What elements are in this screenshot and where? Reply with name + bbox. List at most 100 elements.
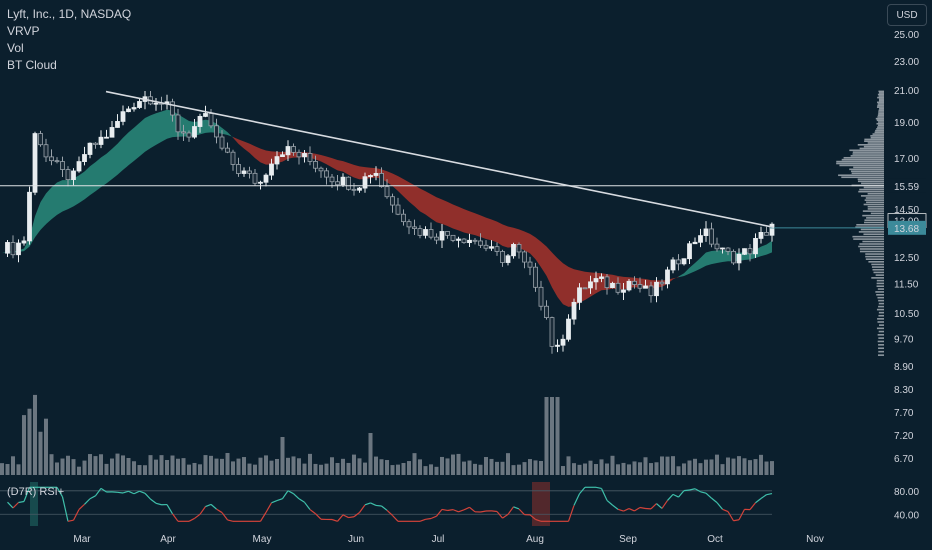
cloud-segment [84, 166, 90, 200]
rsi-highlight-bull [30, 482, 38, 526]
candle-body [417, 228, 423, 236]
profile-bar [864, 199, 884, 201]
indicator-vol[interactable]: Vol [7, 41, 24, 55]
volume-bar [599, 459, 604, 475]
volume-bar [627, 464, 631, 475]
profile-bar [870, 212, 884, 215]
candle-body [637, 284, 643, 289]
rsi-line-segment [573, 493, 581, 506]
volume-bar [27, 408, 32, 475]
candle-body [390, 196, 395, 206]
volume-bar [753, 459, 758, 475]
candle-body [604, 276, 610, 289]
candle-body [681, 258, 687, 265]
candle-body [373, 173, 379, 176]
cloud-segment [112, 143, 118, 180]
profile-bar [877, 101, 884, 104]
candle-body [764, 232, 769, 236]
y-tick-label: 21.00 [894, 86, 919, 97]
rsi-line-segment [166, 504, 174, 515]
cloud-segment [354, 164, 360, 180]
profile-bar [851, 172, 884, 175]
candle-body [665, 269, 670, 285]
symbol-title[interactable]: Lyft, Inc., 1D, NASDAQ [7, 7, 132, 21]
profile-bar [866, 217, 884, 219]
volume-bars [0, 394, 774, 475]
candle-body [115, 121, 120, 128]
candle-body [340, 176, 346, 186]
profile-bar [878, 90, 884, 93]
profile-bar [865, 197, 884, 199]
profile-bar [876, 285, 884, 288]
candle-body [43, 144, 49, 158]
candle-body [472, 239, 478, 242]
volume-bar [55, 462, 59, 475]
volume-bar [236, 458, 241, 475]
candle-body [291, 146, 296, 153]
cloud-segment [458, 206, 464, 233]
candle-body [280, 154, 285, 158]
candle-body [533, 266, 538, 288]
volume-bar [0, 463, 4, 475]
rsi-line-segment [155, 502, 162, 506]
rsi-line-segment [337, 514, 344, 522]
currency-button[interactable]: USD [887, 4, 927, 26]
candle-body [560, 338, 566, 346]
candle-body [588, 281, 593, 289]
volume-bar [385, 460, 389, 475]
volume-bar [511, 465, 516, 475]
rsi-line-segment [304, 501, 311, 510]
profile-bar [865, 258, 884, 260]
profile-bar [871, 263, 884, 266]
chart-legend: Lyft, Inc., 1D, NASDAQ VRVP Vol BT Cloud [7, 6, 131, 74]
y-tick-label: 11.50 [894, 280, 919, 291]
volume-bar [203, 455, 208, 475]
x-tick-label: Jun [348, 534, 364, 545]
volume-bar [748, 460, 752, 475]
rsi-line-segment [600, 488, 608, 501]
cloud-segment [464, 209, 470, 234]
profile-bar [841, 176, 884, 179]
candle-body [478, 240, 483, 246]
profile-bar [876, 308, 884, 311]
volume-bar [418, 459, 422, 475]
candle-body [208, 113, 214, 127]
rsi-line-segment [144, 492, 151, 500]
rsi-line-segment [518, 508, 525, 516]
y-tick-label: 8.90 [894, 362, 914, 373]
cloud-segment [722, 250, 728, 262]
rsi-line-segment [535, 518, 542, 522]
profile-bar [877, 104, 884, 107]
candle-body [544, 305, 549, 319]
indicator-bt-cloud[interactable]: BT Cloud [7, 58, 57, 72]
profile-bar [849, 149, 884, 152]
cloud-segment [62, 180, 68, 212]
volume-bar [324, 463, 329, 475]
rsi-line-segment [733, 519, 740, 522]
profile-bar [867, 208, 884, 210]
candle-body [247, 170, 252, 174]
volume-bar [434, 466, 439, 475]
volume-bar [154, 459, 158, 475]
rsi-line-segment [7, 501, 14, 509]
candle-body [714, 243, 720, 250]
cloud-segment [684, 267, 690, 276]
candle-body [170, 101, 175, 116]
volume-bar [726, 457, 730, 475]
volume-bar [484, 457, 488, 475]
rsi-line-segment [342, 514, 349, 519]
volume-bar [687, 460, 692, 475]
profile-bar [877, 354, 884, 356]
candle-body [368, 175, 373, 178]
candle-body [412, 226, 417, 229]
candle-body [131, 107, 137, 110]
candle-body [687, 243, 692, 260]
volume-bar [137, 465, 142, 475]
indicator-vrvp[interactable]: VRVP [7, 24, 40, 38]
rsi-line-segment [491, 510, 498, 513]
cloud-segment [321, 154, 327, 165]
cloud-segment [706, 250, 712, 266]
rsi-indicator-label[interactable]: (D7R) RSI+ [7, 486, 65, 498]
candle-body [241, 170, 247, 174]
